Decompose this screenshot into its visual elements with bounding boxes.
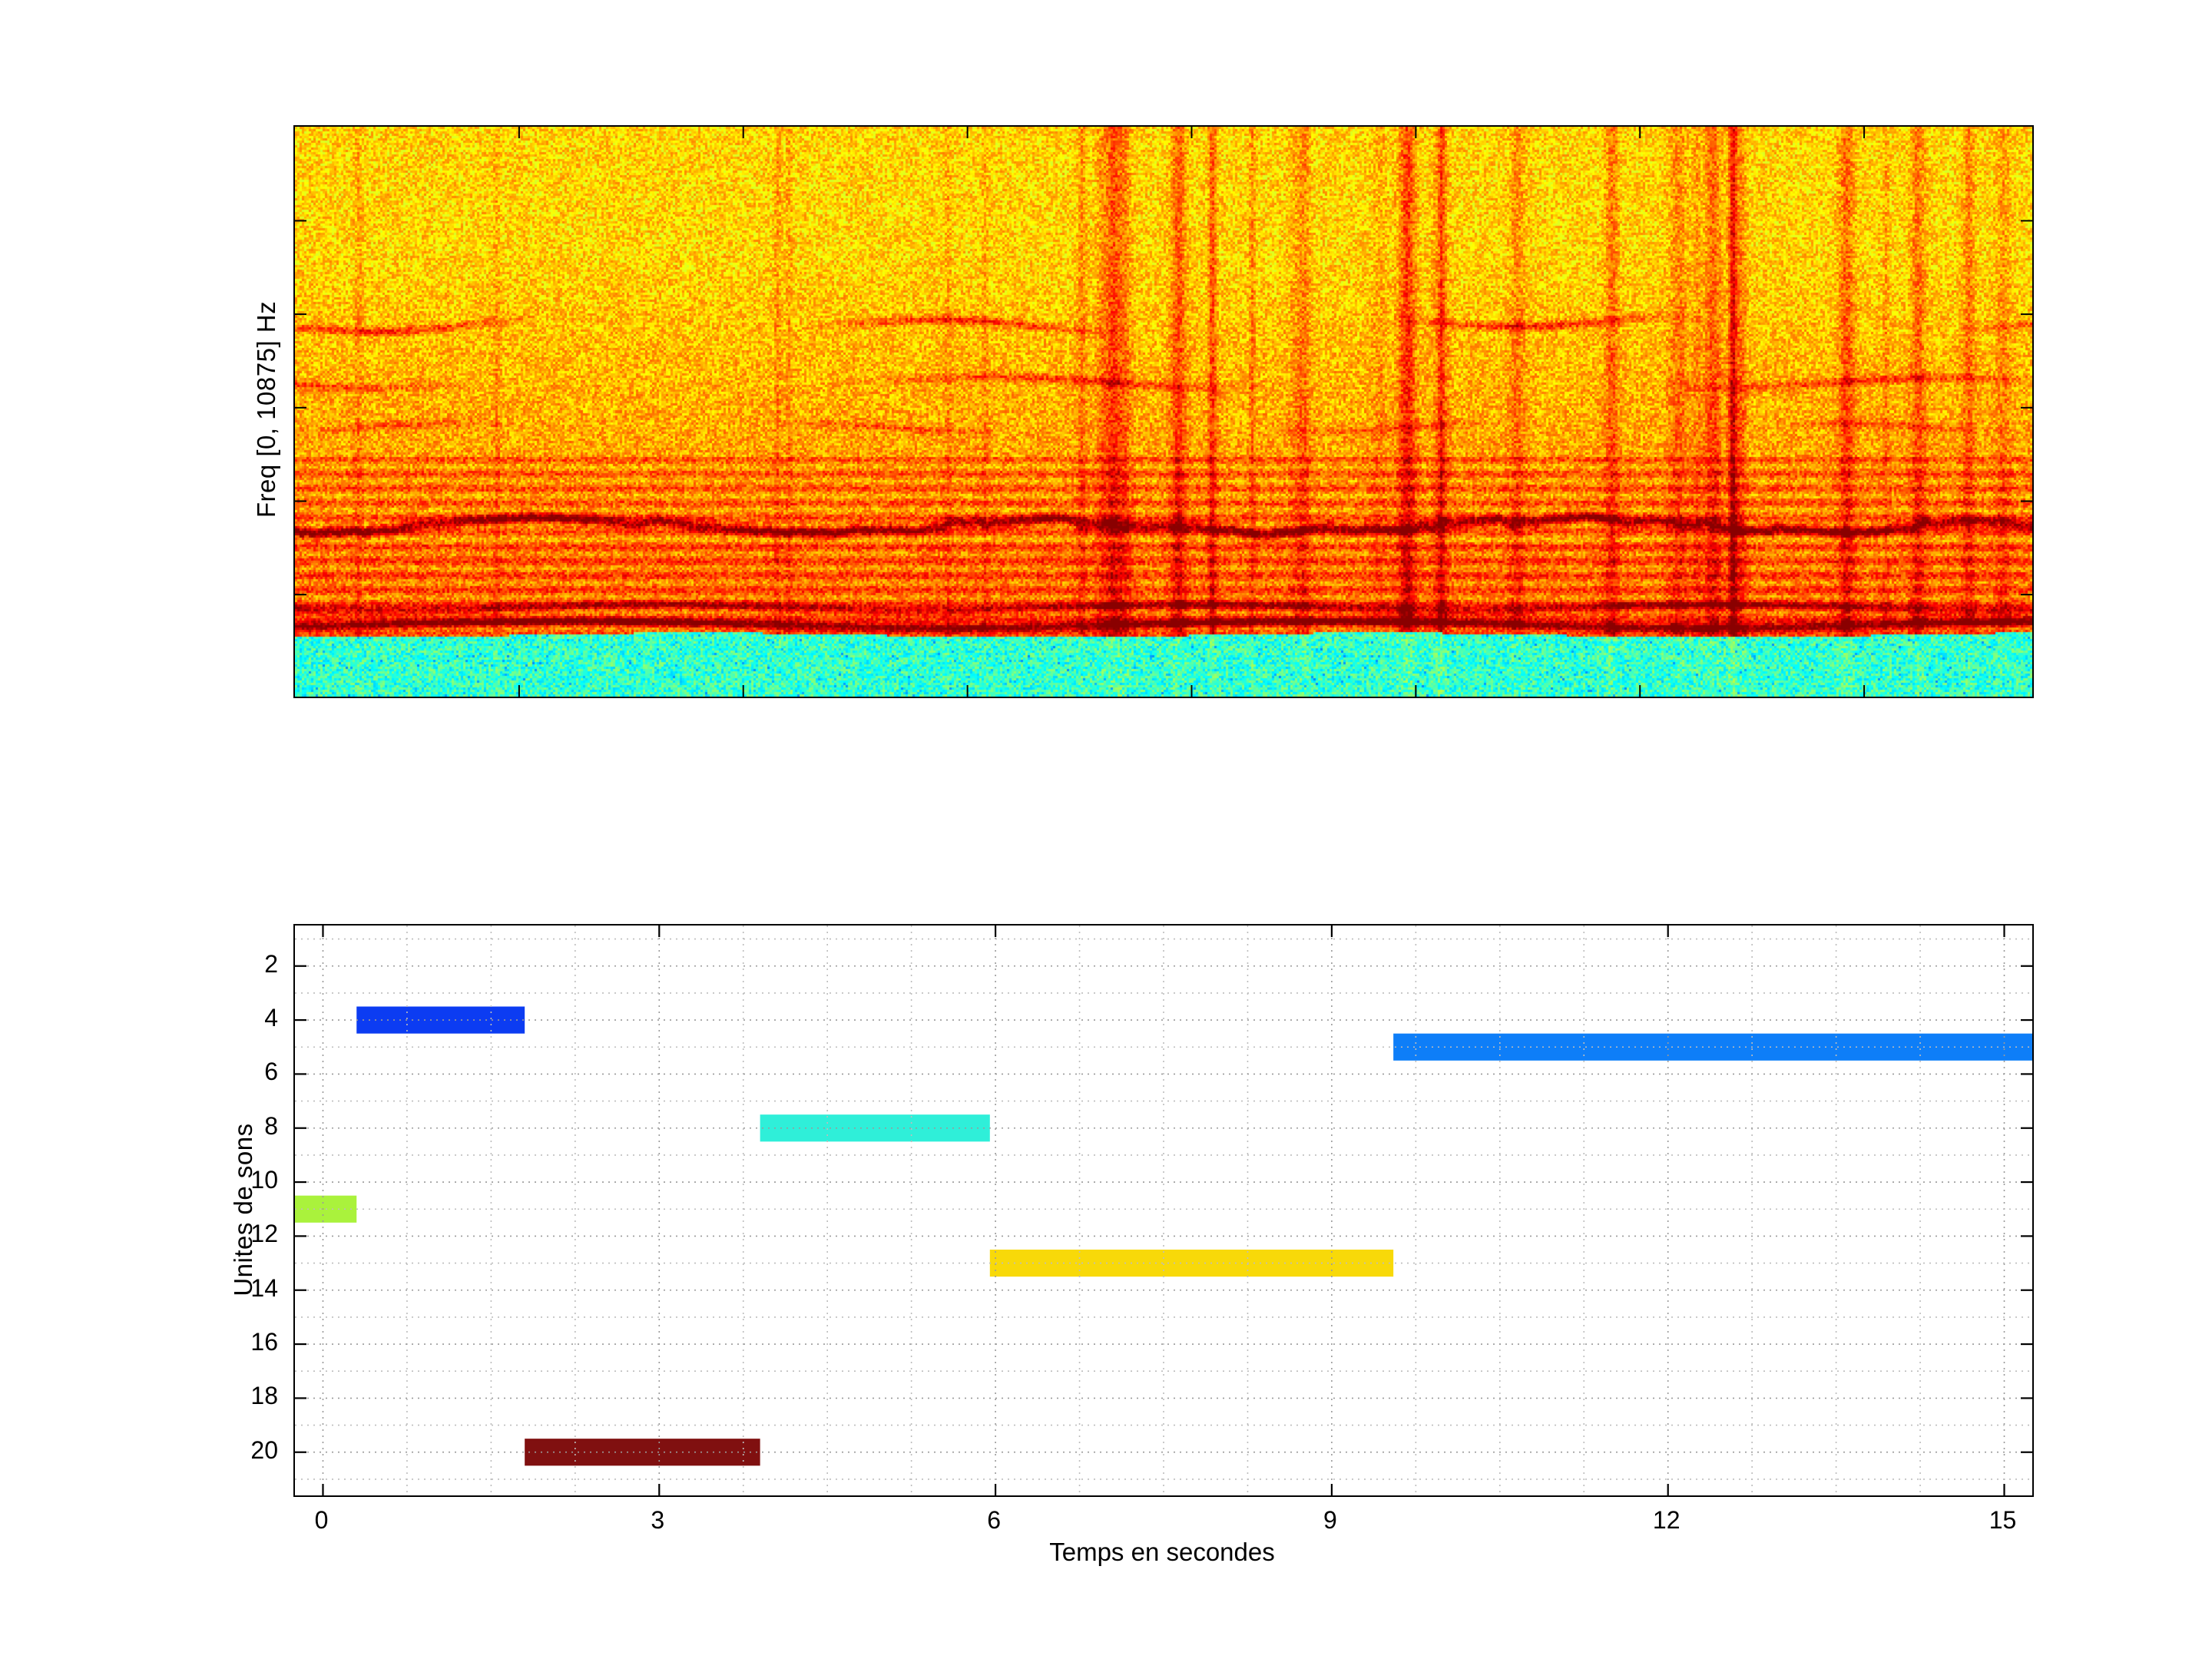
y-tick-label: 4 — [264, 1004, 278, 1032]
spectrogram-ylabel: Freq [0, 10875] Hz — [252, 300, 280, 518]
y-tick-label: 8 — [264, 1111, 278, 1140]
y-tick-label: 6 — [264, 1058, 278, 1086]
units-chart-plot — [295, 926, 2032, 1495]
units-chart-ylabel: Unites de sons — [229, 1123, 257, 1296]
segment-unit-20 — [525, 1439, 760, 1466]
spectrogram-tick-marks — [295, 127, 2032, 697]
x-tick-label: 3 — [651, 1506, 665, 1534]
x-tick-label: 0 — [314, 1506, 329, 1534]
x-tick-label: 9 — [1323, 1506, 1337, 1534]
y-tick-label: 12 — [250, 1220, 278, 1248]
segment-unit-8 — [760, 1114, 990, 1142]
y-tick-label: 2 — [264, 949, 278, 978]
x-tick-label: 6 — [987, 1506, 1001, 1534]
segment-unit-4 — [356, 1006, 525, 1034]
segment-unit-13 — [989, 1249, 1394, 1277]
units-chart-xlabel: Temps en secondes — [1049, 1538, 1275, 1566]
spectrogram-axes — [293, 125, 2034, 698]
y-tick-label: 16 — [250, 1328, 278, 1356]
units-chart-axes — [293, 924, 2034, 1497]
x-tick-label: 12 — [1652, 1506, 1681, 1534]
y-tick-label: 10 — [250, 1166, 278, 1194]
y-tick-label: 20 — [250, 1435, 278, 1464]
x-tick-label: 15 — [1988, 1506, 2017, 1534]
y-tick-label: 18 — [250, 1382, 278, 1410]
spectrogram-image — [295, 127, 2032, 697]
y-tick-label: 14 — [250, 1273, 278, 1302]
